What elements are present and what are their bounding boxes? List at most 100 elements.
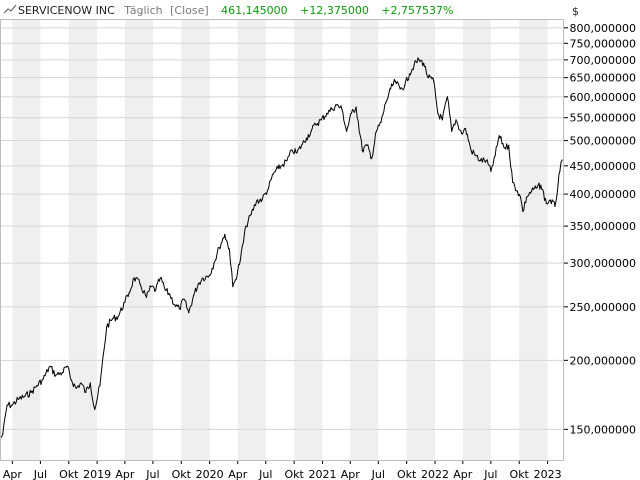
plot-frame — [0, 19, 564, 461]
price-point — [66, 365, 68, 368]
date-tick-label: Okt — [510, 468, 530, 480]
price-point — [549, 199, 551, 201]
price-point — [255, 200, 258, 202]
quarter-band — [124, 19, 153, 460]
quarter-band — [406, 19, 436, 460]
price-point — [159, 277, 161, 279]
price-point — [375, 130, 378, 132]
price-point — [55, 374, 57, 376]
quarter-band — [181, 19, 210, 460]
date-tick-label: Apr — [3, 468, 23, 480]
date-tick-label: Jul — [33, 468, 47, 480]
price-point — [213, 262, 215, 264]
price-point — [178, 308, 181, 310]
price-point — [504, 147, 506, 149]
price-point — [145, 296, 148, 299]
price-point — [128, 292, 130, 294]
date-tick-label: Okt — [284, 468, 304, 480]
price-tick-label: 350,000000 — [570, 220, 636, 233]
price-point — [540, 184, 542, 186]
price-point — [427, 77, 429, 79]
price-point — [451, 130, 453, 132]
price-point — [336, 104, 338, 106]
price-point — [331, 108, 333, 110]
price-point — [545, 202, 547, 204]
period-bands — [12, 19, 548, 460]
price-point — [61, 372, 63, 374]
price-point — [413, 64, 415, 66]
price-point — [272, 173, 274, 175]
header-text: SERVICENOW INC Täglich [Close] 461,14500… — [18, 4, 454, 17]
price-point — [345, 130, 348, 132]
quarter-band — [519, 19, 548, 460]
price-point — [228, 248, 230, 250]
date-axis-labels: Apr Jul Okt 2019 Apr Jul Okt 2020 Apr Jul Okt 2021 A… — [3, 468, 562, 480]
price-gridlines — [0, 27, 568, 430]
date-tick-label: 2022 — [421, 468, 449, 480]
date-tick-label: 2020 — [196, 468, 224, 480]
date-tick-label: 2023 — [534, 468, 562, 480]
price-point — [183, 298, 185, 300]
price-point — [355, 106, 357, 108]
price-point — [124, 301, 126, 303]
price-point — [446, 96, 448, 98]
date-tick-label: Jul — [483, 468, 497, 480]
price-point — [133, 277, 135, 279]
price-point — [267, 187, 270, 189]
price-point — [394, 80, 396, 82]
price-tick-label: 650,000000 — [570, 72, 636, 85]
date-tick-label: 2019 — [83, 468, 111, 480]
price-tick-label: 500,000000 — [570, 135, 636, 148]
price-tick-label: 450,000000 — [570, 160, 636, 173]
price-point — [85, 391, 87, 393]
price-point — [522, 210, 524, 213]
price-point — [470, 149, 472, 151]
price-point — [310, 130, 312, 132]
date-tick-label: Apr — [453, 468, 473, 480]
price-point — [326, 112, 328, 114]
price-point — [408, 73, 411, 75]
price-point — [554, 205, 556, 207]
price-point — [250, 213, 252, 215]
price-point — [371, 157, 373, 159]
price-point — [291, 149, 293, 151]
series-layer — [0, 57, 563, 440]
date-tick-label: Apr — [228, 468, 248, 480]
price-point — [433, 80, 435, 82]
price-point — [390, 88, 392, 90]
price-point — [111, 318, 114, 320]
price-point — [36, 385, 38, 387]
price-point — [70, 379, 73, 381]
price-point — [315, 123, 317, 125]
price-point — [232, 285, 234, 288]
price-point — [366, 144, 368, 147]
price-point — [197, 283, 199, 285]
price-point — [320, 119, 322, 121]
date-tick-label: Jul — [258, 468, 272, 480]
price-point — [188, 312, 190, 314]
price-point — [202, 277, 204, 279]
price-point — [286, 159, 288, 162]
price-point — [99, 385, 101, 387]
price-point — [94, 408, 96, 411]
quarter-band — [294, 19, 323, 460]
price-point — [117, 316, 119, 318]
price-point — [559, 170, 561, 172]
date-tick-label: Okt — [172, 468, 192, 480]
quarter-band — [237, 19, 266, 460]
instrument-title: SERVICENOW INC — [18, 4, 115, 17]
price-point — [361, 149, 363, 151]
price-point — [380, 121, 382, 123]
date-tick-label: 2021 — [309, 468, 337, 480]
price-point — [218, 247, 220, 249]
price-point — [490, 170, 492, 172]
price-point — [261, 198, 263, 200]
last-price: 461,145000 — [221, 4, 287, 17]
date-tick-label: Okt — [397, 468, 417, 480]
price-point — [49, 365, 51, 368]
price-type-label: [Close] — [170, 4, 209, 17]
price-point — [42, 378, 44, 380]
price-point — [437, 112, 439, 114]
price-point — [193, 294, 195, 297]
